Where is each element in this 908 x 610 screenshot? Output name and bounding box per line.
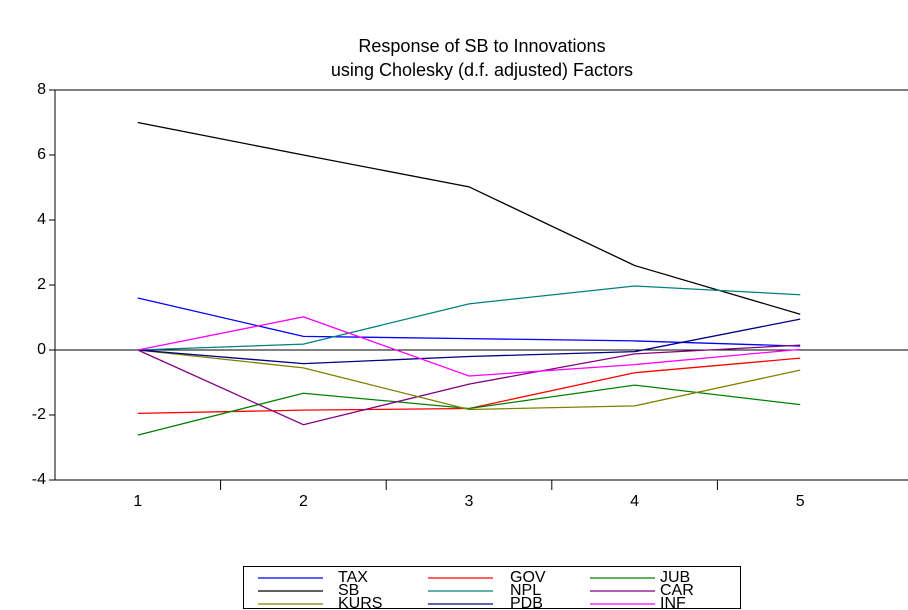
y-tick-label: -2: [32, 406, 46, 423]
y-tick-label: -4: [32, 471, 46, 488]
y-tick-label: 6: [37, 146, 46, 163]
chart-title: Response of SB to Innovations: [358, 36, 605, 56]
series-line: [137, 349, 801, 411]
x-tick-label: 3: [465, 493, 474, 510]
y-tick-label: 8: [37, 81, 46, 98]
chart-subtitle: using Cholesky (d.f. adjusted) Factors: [331, 60, 633, 80]
series-line: [137, 384, 801, 436]
legend-label: TAX: [338, 569, 368, 586]
legend-label: KURS: [338, 595, 382, 610]
legend-box: [243, 566, 741, 609]
x-tick-label: 2: [299, 493, 308, 510]
y-tick-label: 4: [37, 211, 46, 228]
legend-label: PDB: [510, 595, 543, 610]
legend-label: GOV: [510, 569, 546, 586]
legend-label: NPL: [510, 582, 541, 599]
legend-label: SB: [338, 582, 359, 599]
series-line: [137, 344, 801, 426]
y-tick-label: 2: [37, 276, 46, 293]
legend-label: CAR: [660, 582, 694, 599]
series-line: [137, 316, 801, 377]
plot-frame: [54, 89, 908, 481]
x-tick-label: 4: [630, 493, 639, 510]
x-tick-label: 1: [133, 493, 142, 510]
y-tick-label: 0: [37, 341, 46, 358]
series-line: [137, 357, 801, 415]
legend-label: INF: [660, 595, 686, 610]
series-line: [137, 318, 801, 365]
series-line: [137, 121, 801, 315]
series-line: [137, 297, 801, 347]
series-line: [137, 285, 801, 351]
legend-label: JUB: [660, 569, 690, 586]
x-tick-label: 5: [796, 493, 805, 510]
